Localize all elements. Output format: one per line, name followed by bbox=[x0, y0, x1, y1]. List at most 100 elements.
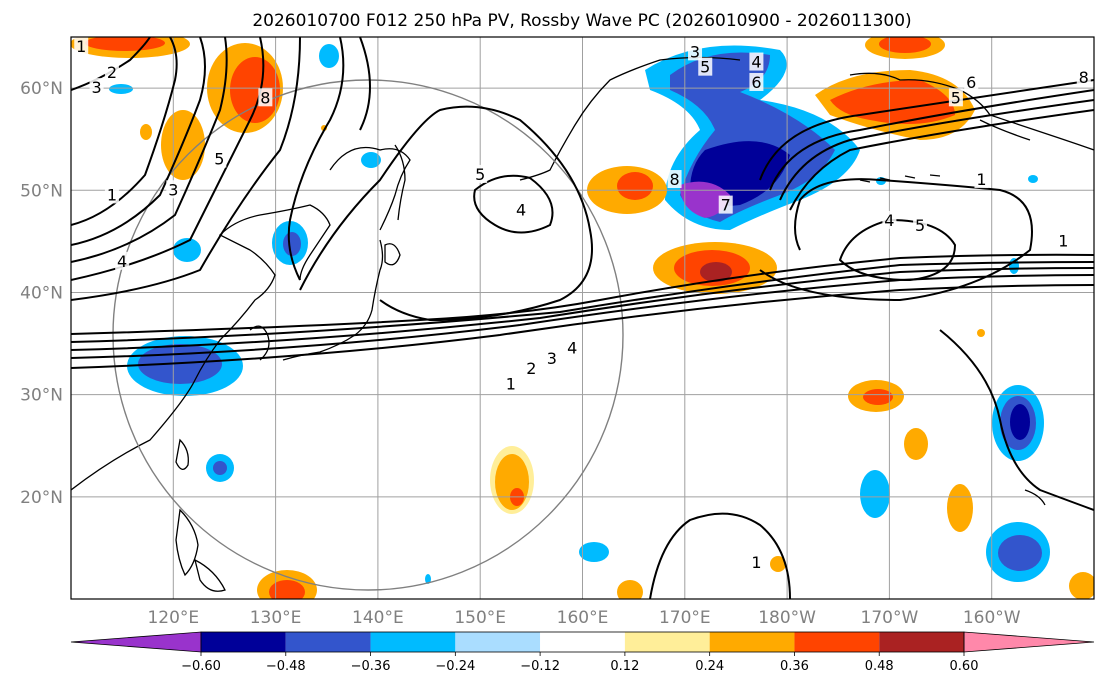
colorbar-tick-label: 0.48 bbox=[865, 659, 894, 674]
negative-anomaly bbox=[860, 470, 890, 518]
lat-tick-label: 20°N bbox=[20, 488, 63, 508]
negative-anomaly bbox=[579, 542, 609, 562]
contour-label-bg bbox=[503, 374, 518, 393]
lat-tick-label: 30°N bbox=[20, 386, 63, 406]
contour-label: 1 bbox=[506, 374, 516, 393]
colorbar: −0.60 −0.48 −0.36 −0.24 −0.12 0.12 0.24 0.36 0.4… bbox=[70, 631, 1095, 674]
positive-anomaly bbox=[617, 580, 643, 599]
lat-tick-label: 40°N bbox=[20, 283, 63, 303]
contour-label-bg bbox=[948, 88, 963, 107]
lon-tick-label: 120°E bbox=[147, 608, 199, 628]
latitude-labels: 60°N 50°N 40°N 30°N 20°N bbox=[20, 79, 63, 508]
contour-label: 1 bbox=[76, 37, 86, 56]
graticule bbox=[71, 37, 1094, 599]
map-frame bbox=[70, 36, 1095, 600]
lon-tick-label: 170°E bbox=[659, 608, 711, 628]
contour-label: 1 bbox=[976, 170, 986, 189]
contour-label-bg bbox=[524, 359, 539, 378]
colorbar-tick-label: 0.12 bbox=[610, 659, 639, 674]
contour-label: 8 bbox=[669, 170, 679, 189]
contour-label: 8 bbox=[260, 88, 270, 107]
contour-label-bg bbox=[749, 72, 764, 91]
colorbar-extend-max bbox=[963, 631, 1095, 653]
contour-label-bg bbox=[974, 170, 989, 189]
contour-label-bg bbox=[565, 338, 580, 357]
positive-anomaly bbox=[269, 580, 305, 599]
contour-label: 3 bbox=[690, 42, 700, 61]
positive-anomaly bbox=[617, 172, 653, 200]
contour-label: 4 bbox=[751, 53, 761, 72]
contour-label: 5 bbox=[475, 165, 485, 184]
contour-label: 5 bbox=[915, 216, 925, 235]
contour-label-bg bbox=[74, 37, 89, 56]
negative-anomaly bbox=[319, 44, 339, 68]
colorbar-swatch bbox=[285, 632, 371, 652]
positive-anomaly bbox=[977, 329, 985, 337]
colorbar-swatch bbox=[201, 632, 286, 652]
positive-anomaly bbox=[879, 37, 931, 53]
pv-contours bbox=[71, 37, 1094, 599]
positive-anomaly bbox=[1069, 572, 1094, 599]
reference-circle bbox=[112, 79, 624, 591]
negative-anomaly bbox=[361, 152, 381, 168]
contour-label-bg bbox=[166, 180, 181, 199]
contour-label-bg bbox=[1076, 67, 1091, 86]
contour-label-bg bbox=[104, 185, 119, 204]
contour-label: 1 bbox=[751, 553, 761, 572]
colorbar-tick-label: −0.48 bbox=[266, 659, 306, 674]
lon-tick-label: 170°W bbox=[861, 608, 919, 628]
contour-label: 5 bbox=[951, 88, 961, 107]
contour-label: 3 bbox=[547, 349, 557, 368]
contour-label-bg bbox=[212, 149, 227, 168]
colorbar-tick-label: 0.36 bbox=[780, 659, 809, 674]
lon-tick-label: 140°E bbox=[352, 608, 404, 628]
figure-title: 2026010700 F012 250 hPa PV, Rossby Wave … bbox=[252, 11, 911, 31]
positive-anomaly bbox=[830, 80, 955, 124]
colorbar-swatch bbox=[540, 632, 625, 652]
negative-anomaly bbox=[1010, 404, 1030, 440]
colorbar-tick-label: −0.24 bbox=[435, 659, 475, 674]
colorbar-swatch bbox=[370, 632, 456, 652]
longitude-labels: 120°E 130°E 140°E 150°E 160°E 170°E 180°W 170°W… bbox=[147, 608, 1020, 628]
colorbar-tick-label: 0.24 bbox=[695, 659, 724, 674]
contour-label: 3 bbox=[168, 180, 178, 199]
positive-anomaly bbox=[904, 428, 928, 460]
contour-label-bg bbox=[473, 164, 488, 183]
lon-tick-label: 160°W bbox=[963, 608, 1021, 628]
contour-label: 2 bbox=[107, 63, 117, 82]
positive-anomaly bbox=[230, 57, 280, 123]
lat-tick-label: 60°N bbox=[20, 79, 63, 99]
pv-anomaly-shading bbox=[71, 37, 1094, 599]
colorbar-frame bbox=[200, 631, 965, 653]
positive-anomaly bbox=[140, 124, 152, 140]
contour-label: 3 bbox=[91, 78, 101, 97]
contour-label: 4 bbox=[117, 252, 127, 271]
positive-anomaly bbox=[85, 37, 165, 51]
contour-label-bg bbox=[882, 210, 897, 229]
lon-tick-label: 180°W bbox=[758, 608, 816, 628]
lon-tick-label: 130°E bbox=[250, 608, 302, 628]
contour-label: 4 bbox=[884, 211, 894, 230]
negative-anomaly bbox=[998, 535, 1042, 571]
contour-label: 4 bbox=[567, 339, 577, 358]
negative-anomaly bbox=[109, 84, 133, 94]
lon-tick-label: 150°E bbox=[454, 608, 506, 628]
colorbar-swatch bbox=[455, 632, 541, 652]
contour-label-bg bbox=[104, 62, 119, 81]
positive-anomaly bbox=[947, 484, 973, 532]
contour-label-bg bbox=[1056, 231, 1071, 250]
contour-label: 1 bbox=[1058, 231, 1068, 250]
negative-anomaly bbox=[1028, 175, 1038, 183]
colorbar-tick-label: 0.60 bbox=[950, 659, 979, 674]
colorbar-tick-label: −0.36 bbox=[351, 659, 391, 674]
contour-label: 5 bbox=[700, 58, 710, 77]
positive-anomaly bbox=[770, 556, 786, 572]
contour-label-bg bbox=[258, 88, 273, 107]
colorbar-extend-min bbox=[70, 631, 202, 653]
colorbar-swatch bbox=[624, 632, 710, 652]
positive-anomaly bbox=[700, 262, 732, 282]
colorbar-tick-label: −0.12 bbox=[520, 659, 560, 674]
colorbar-swatch bbox=[709, 632, 795, 652]
